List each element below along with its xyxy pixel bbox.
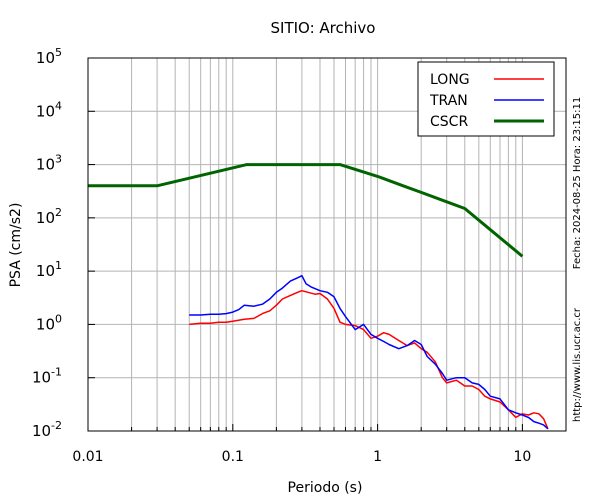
x-tick-label: 10 (513, 449, 531, 465)
x-axis-label: Periodo (s) (288, 480, 363, 496)
y-tick-label: 10-1 (32, 366, 62, 387)
y-tick-label: 10-2 (32, 419, 62, 440)
y-tick-label: 100 (36, 312, 62, 333)
y-tick-label: 105 (36, 46, 62, 67)
x-tick-label: 0.1 (222, 449, 244, 465)
y-axis-label: PSA (cm/s2) (8, 203, 24, 288)
y-axis-ticks: 10-2 10-1 100 101 102 103 104 105 (32, 46, 95, 440)
legend-entries: LONG TRAN CSCR (429, 72, 544, 130)
series-long-line (189, 289, 549, 430)
series-layer (88, 163, 549, 430)
y-tick-label: 102 (36, 206, 62, 227)
legend-box (417, 61, 555, 137)
chart-title: SITIO: Archivo (271, 19, 376, 37)
timestamp-label: Fecha: 2024-08-25 Hora: 23:15:11 (572, 97, 583, 270)
x-tick-label: 0.01 (72, 449, 103, 465)
legend: LONG TRAN CSCR (417, 61, 555, 137)
y-tick-label: 103 (36, 153, 62, 174)
x-tick-label: 1 (373, 449, 382, 465)
plot-frame (87, 57, 567, 432)
legend-label-cscr: CSCR (430, 114, 468, 130)
y-tick-label: 101 (36, 259, 62, 280)
x-axis-ticks: 0.01 0.1 1 10 (72, 424, 567, 465)
website-label: http://www.lis.ucr.ac.cr (572, 307, 583, 422)
series-tran-line (189, 274, 549, 430)
series-cscr-line (88, 163, 524, 258)
y-tick-label: 104 (36, 99, 62, 120)
legend-label-long: LONG (430, 72, 470, 88)
legend-label-tran: TRAN (429, 93, 468, 109)
